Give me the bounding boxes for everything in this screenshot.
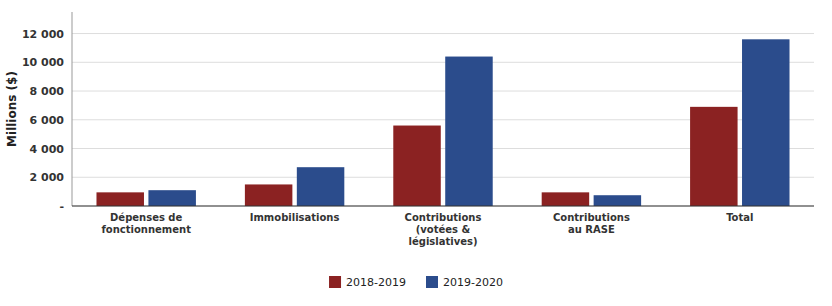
y-axis-line [72, 12, 73, 206]
bar [542, 192, 589, 206]
legend-item: 2019-2020 [426, 276, 503, 289]
legend: 2018-2019 2019-2020 [329, 276, 503, 289]
bar [594, 195, 641, 206]
x-axis-line [72, 206, 814, 207]
x-tick-label-line: Contributions [405, 212, 482, 223]
bar [690, 107, 737, 206]
y-axis-label: Millions ($) [5, 71, 19, 147]
legend-item: 2018-2019 [329, 276, 406, 289]
y-tick-label: 2 000 [30, 171, 65, 184]
y-tick-label: 10 000 [22, 56, 64, 69]
x-tick-label-line: fonctionnement [101, 224, 191, 235]
bar [96, 192, 143, 206]
x-tick-label-line: Immobilisations [250, 212, 340, 223]
x-tick-label-line: Total [726, 212, 753, 223]
bar [148, 190, 195, 206]
x-tick-label: Dépenses defonctionnement [101, 212, 191, 235]
x-tick-label: Immobilisations [250, 212, 340, 223]
y-tick-label: 12 000 [22, 28, 64, 41]
y-tick-label: 8 000 [30, 85, 65, 98]
bar [297, 167, 344, 206]
legend-label: 2019-2020 [443, 276, 503, 289]
x-tick-label-line: au RASE [568, 224, 615, 235]
x-tick-label-line: (votées & [416, 224, 471, 235]
legend-label: 2018-2019 [346, 276, 406, 289]
grid-line [72, 91, 814, 92]
y-tick-label: - [59, 200, 64, 213]
bar [245, 184, 292, 206]
x-tick-label-line: Contributions [553, 212, 630, 223]
x-tick-label: Contributions(votées &législatives) [405, 212, 482, 247]
chart: - 2 000 4 000 6 000 8 000 10 000 12 000 Million… [0, 0, 832, 306]
x-tick-label-line: législatives) [409, 236, 478, 247]
grid-line [72, 206, 814, 207]
x-tick-label: Contributionsau RASE [553, 212, 630, 235]
x-tick-label-line: Dépenses de [110, 212, 182, 223]
grid [72, 34, 814, 206]
grid-line [72, 62, 814, 63]
grid-line [72, 33, 814, 34]
y-tick-label: 6 000 [30, 114, 65, 127]
bars [96, 39, 789, 206]
bar [742, 39, 789, 206]
legend-swatch [329, 276, 341, 288]
bar [393, 126, 440, 206]
bar [445, 57, 492, 206]
y-tick-label: 4 000 [30, 143, 65, 156]
x-tick-label: Total [726, 212, 753, 223]
legend-swatch [426, 276, 438, 288]
